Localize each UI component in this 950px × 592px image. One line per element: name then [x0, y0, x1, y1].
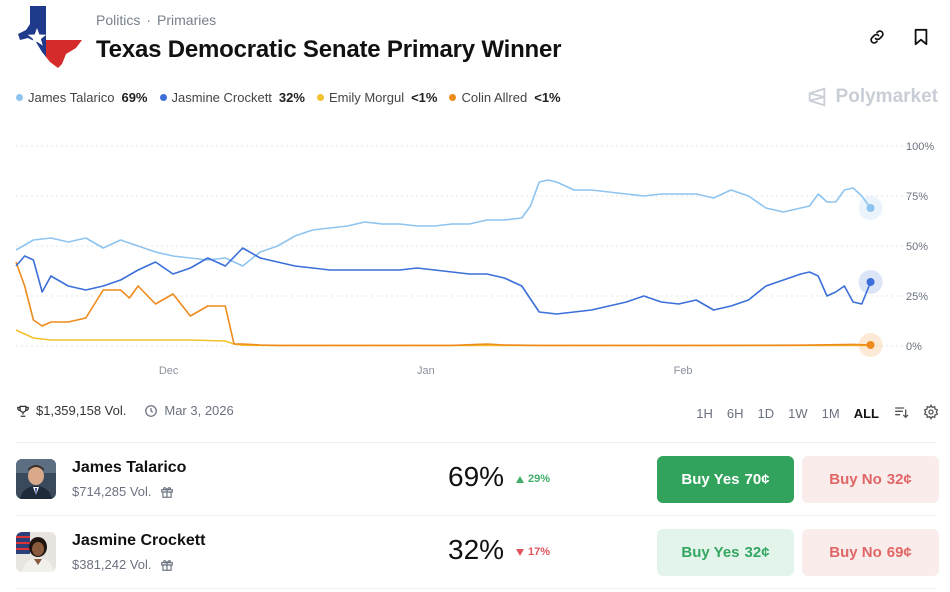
end-date-text: Mar 3, 2026 [164, 403, 234, 418]
bookmark-icon[interactable] [910, 26, 932, 48]
legend-item[interactable]: James Talarico 69% [16, 90, 148, 105]
time-range-selector: 1H 6H 1D 1W 1M ALL [695, 402, 940, 425]
divider [16, 515, 936, 516]
probability-line-chart[interactable]: 100% 75% 50% 25% 0% Dec Jan Feb [0, 130, 950, 382]
candidate-name[interactable]: Jasmine Crockett [72, 532, 206, 549]
polymarket-brand[interactable]: Polymarket [806, 86, 938, 108]
probability-change-value: 29% [528, 473, 551, 485]
x-tick-label: Dec [159, 365, 179, 377]
breadcrumb-subcategory[interactable]: Primaries [157, 12, 217, 28]
breadcrumb-separator: · [146, 12, 152, 28]
range-1d[interactable]: 1D [757, 406, 775, 421]
chart-legend: James Talarico 69% Jasmine Crockett 32% … [16, 90, 561, 105]
buy-no-button[interactable]: Buy No 69¢ [802, 529, 939, 576]
clock-icon [145, 404, 158, 417]
link-icon[interactable] [866, 26, 888, 48]
y-tick-label: 100% [906, 141, 934, 153]
trophy-icon [17, 405, 29, 417]
candidate-volume-text: $381,242 Vol. [72, 557, 152, 572]
outcome-row[interactable]: James Talarico $714,285 Vol. 69% 29% Buy… [0, 443, 950, 515]
outcome-probability: 69% [448, 461, 505, 492]
gift-icon[interactable] [160, 558, 174, 572]
legend-value: <1% [411, 90, 438, 105]
buy-yes-label: Buy Yes [681, 544, 740, 561]
range-1h[interactable]: 1H [696, 406, 713, 421]
total-volume: $1,359,158 Vol. [36, 403, 127, 418]
legend-item[interactable]: Jasmine Crockett 32% [159, 90, 305, 105]
y-tick-label: 25% [906, 291, 928, 303]
legend-dot [16, 94, 23, 101]
buy-yes-price: 70¢ [744, 471, 770, 488]
end-date: Mar 3, 2026 [144, 403, 234, 418]
avatar [16, 532, 56, 572]
y-tick-label: 0% [906, 341, 922, 353]
gift-icon[interactable] [160, 485, 174, 499]
outcome-probability: 32% [448, 534, 505, 565]
series-line-jasmine-crockett[interactable] [15, 247, 872, 315]
candidate-volume: $714,285 Vol. [72, 484, 174, 499]
market-header: Politics · Primaries Texas Democratic Se… [14, 4, 938, 74]
end-marker-dot [866, 341, 875, 349]
series-line-emily-morgul[interactable] [15, 329, 871, 347]
polymarket-logo-icon [808, 87, 825, 107]
brand-name: Polymarket [835, 86, 938, 107]
page-title: Texas Democratic Senate Primary Winner [96, 36, 562, 63]
triangle-down-icon [516, 548, 524, 556]
probability-change-value: 17% [528, 546, 551, 558]
y-tick-label: 50% [906, 241, 928, 253]
divider [16, 588, 936, 589]
legend-name: Jasmine Crockett [171, 90, 272, 105]
buy-yes-button[interactable]: Buy Yes 70¢ [657, 456, 794, 503]
breadcrumb: Politics · Primaries [96, 12, 216, 28]
breadcrumb-category[interactable]: Politics [96, 12, 141, 28]
candidate-volume: $381,242 Vol. [72, 557, 174, 572]
buy-yes-button[interactable]: Buy Yes 32¢ [657, 529, 794, 576]
probability-change: 17% [516, 546, 550, 558]
candidate-name[interactable]: James Talarico [72, 459, 187, 476]
divider [16, 442, 936, 443]
range-6h[interactable]: 6H [726, 406, 744, 421]
legend-name: James Talarico [28, 90, 115, 105]
buy-no-label: Buy No [829, 471, 882, 488]
texas-flag-map-icon [16, 4, 84, 70]
range-all[interactable]: ALL [853, 406, 879, 421]
legend-value: 32% [278, 90, 305, 105]
range-1w[interactable]: 1W [788, 406, 808, 421]
x-tick-label: Feb [674, 365, 693, 377]
legend-name: Emily Morgul [328, 90, 405, 105]
buy-no-price: 69¢ [886, 544, 912, 561]
legend-dot [159, 94, 167, 101]
buy-no-button[interactable]: Buy No 32¢ [802, 456, 939, 503]
legend-item[interactable]: Colin Allred <1% [449, 90, 561, 105]
gear-icon[interactable] [922, 402, 940, 425]
x-tick-label: Jan [417, 365, 435, 377]
end-marker-dot [866, 278, 875, 286]
end-marker-dot [866, 204, 875, 212]
legend-dot [316, 94, 324, 101]
sort-lines-icon[interactable] [892, 402, 910, 425]
legend-name: Colin Allred [461, 90, 528, 105]
buy-yes-price: 32¢ [744, 544, 770, 561]
buy-no-price: 32¢ [886, 471, 912, 488]
legend-dot [449, 94, 457, 101]
series-line-james-talarico[interactable] [15, 179, 872, 267]
buy-no-label: Buy No [829, 544, 882, 561]
market-stats: $1,359,158 Vol. Mar 3, 2026 [16, 403, 234, 418]
y-tick-label: 75% [906, 191, 928, 203]
legend-item[interactable]: Emily Morgul <1% [316, 90, 438, 105]
outcome-row[interactable]: Jasmine Crockett $381,242 Vol. 32% 17% B… [0, 516, 950, 588]
buy-yes-label: Buy Yes [681, 471, 740, 488]
probability-change: 29% [516, 473, 550, 485]
range-1m[interactable]: 1M [821, 406, 840, 421]
legend-value: <1% [534, 90, 561, 105]
triangle-up-icon [516, 475, 524, 483]
legend-value: 69% [121, 90, 148, 105]
series-line-colin-allred[interactable] [15, 261, 871, 347]
avatar [16, 459, 56, 499]
candidate-volume-text: $714,285 Vol. [72, 484, 152, 499]
volume-stat: $1,359,158 Vol. [16, 403, 126, 418]
